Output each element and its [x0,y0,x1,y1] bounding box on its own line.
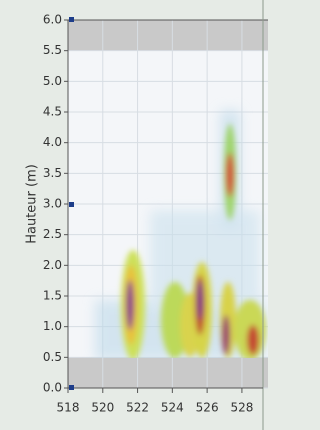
y-tick-label: 1.5 [43,289,62,303]
x-tick-label: 524 [161,401,184,415]
axis-handle [69,385,74,390]
invalid-band [68,20,268,51]
y-tick-label: 0.0 [43,381,62,395]
y-tick-label: 2.0 [43,258,62,272]
y-tick-label: 1.0 [43,319,62,333]
y-tick-label: 3.0 [43,197,62,211]
x-tick-label: 528 [230,401,253,415]
chart: Hauteur (m) 0.0 0.5 1.0 1.5 2.0 2.5 3.0 3.5 4.0 4… [0,0,275,430]
x-tick-label: 518 [57,401,80,415]
x-tick-label: 520 [91,401,114,415]
page: {"chart_data": {"type": "heatmap", "y_la… [0,0,275,430]
y-tick-label: 5.0 [43,74,62,88]
y-tick-label: 4.5 [43,105,62,119]
y-tick-label: 6.0 [43,13,62,27]
y-tick-label: 2.5 [43,227,62,241]
y-tick-label: 3.5 [43,166,62,180]
x-tick-label: 526 [196,401,219,415]
y-tick-label: 5.5 [43,43,62,57]
y-axis-title: Hauteur (m) [25,164,40,244]
invalid-band [68,357,268,388]
y-tick-label: 4.0 [43,135,62,149]
y-tick-label: 0.5 [43,350,62,364]
x-tick-label: 522 [126,401,149,415]
axis-handle [69,17,74,22]
axis-handle [69,202,74,207]
